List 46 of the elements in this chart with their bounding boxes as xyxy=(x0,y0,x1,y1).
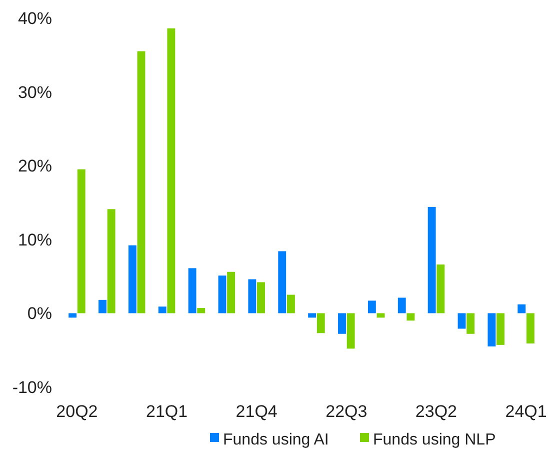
bar xyxy=(316,313,325,334)
x-tick-label: 21Q1 xyxy=(146,402,188,421)
y-tick-label: 10% xyxy=(18,230,52,250)
bar xyxy=(496,313,504,345)
bar xyxy=(436,264,445,314)
bar xyxy=(286,294,295,314)
bar xyxy=(107,209,116,314)
y-tick-label: -10% xyxy=(12,378,52,397)
bar xyxy=(346,313,355,349)
bar xyxy=(137,51,146,314)
bar xyxy=(458,313,466,329)
bar xyxy=(158,306,166,314)
bar xyxy=(167,28,176,314)
bar xyxy=(278,251,286,314)
legend-label: Funds using NLP xyxy=(373,432,496,449)
bar xyxy=(227,272,236,314)
y-tick-label: 0% xyxy=(27,304,52,324)
y-tick-label: 30% xyxy=(18,82,52,102)
bar xyxy=(488,313,496,346)
bar xyxy=(218,276,226,314)
y-tick-label: 20% xyxy=(18,156,52,176)
bar xyxy=(308,313,316,318)
bar xyxy=(428,206,436,314)
bar xyxy=(376,313,385,318)
x-tick-label: 22Q3 xyxy=(326,402,368,421)
bar xyxy=(248,279,256,314)
x-tick-label: 23Q2 xyxy=(415,402,458,421)
bar xyxy=(98,300,106,314)
bar xyxy=(128,245,136,314)
x-tick-label: 21Q4 xyxy=(236,402,278,421)
x-tick-label: 24Q1 xyxy=(505,402,547,421)
x-tick-label: 20Q2 xyxy=(56,402,98,421)
bar xyxy=(197,308,206,314)
bar xyxy=(77,169,86,314)
bar xyxy=(526,313,534,344)
bar xyxy=(466,313,475,334)
bar xyxy=(338,313,346,334)
bar xyxy=(406,313,415,321)
bar xyxy=(68,313,77,318)
bar xyxy=(398,298,406,314)
bar xyxy=(188,268,196,314)
bar xyxy=(518,304,526,314)
y-tick-label: 40% xyxy=(18,8,52,28)
bar xyxy=(257,282,265,314)
legend-label: Funds using AI xyxy=(223,432,329,449)
bar xyxy=(368,300,376,314)
